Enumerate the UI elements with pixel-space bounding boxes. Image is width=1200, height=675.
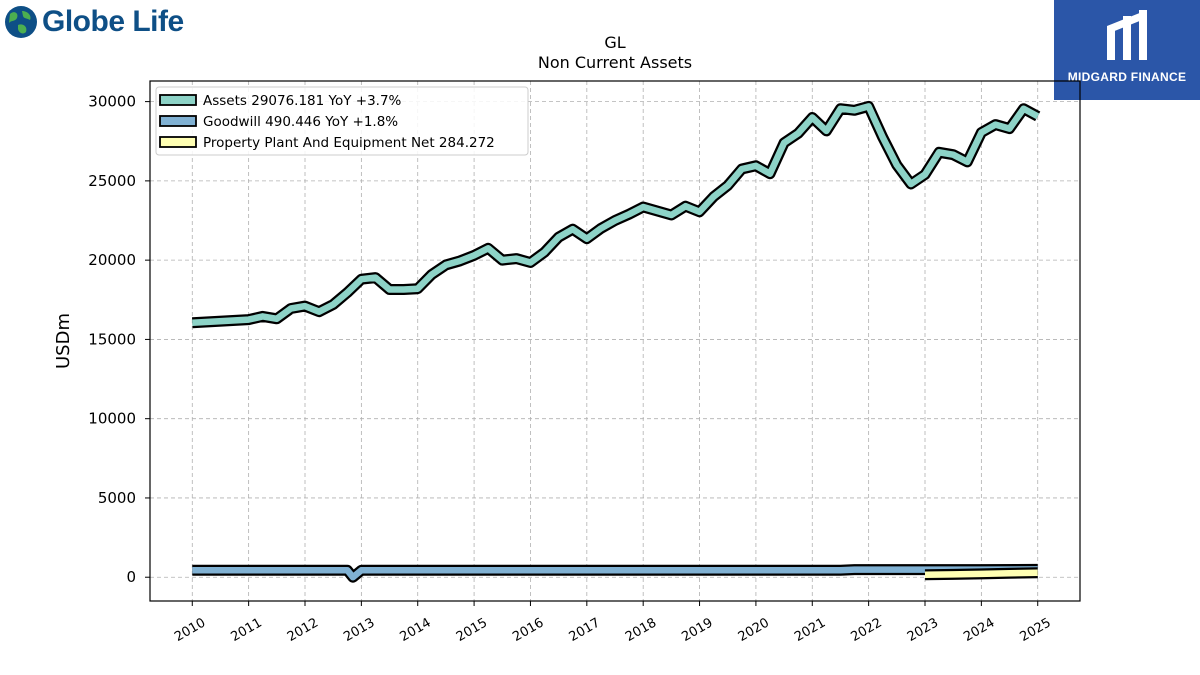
y-axis: 0 5000 10000 15000 20000 25000 30000 <box>88 93 150 586</box>
midgard-finance-wordmark: MIDGARD FINANCE <box>1067 70 1187 84</box>
y-axis-label: USDm <box>53 313 74 369</box>
globe-life-wordmark: Globe Life <box>42 5 184 38</box>
series-layer <box>191 100 1041 583</box>
midgard-emblem-icon <box>1107 10 1147 60</box>
x-tick-label: 2017 <box>567 615 603 645</box>
y-tick-label: 15000 <box>88 330 136 348</box>
x-tick-label: 2022 <box>848 615 884 645</box>
legend: Assets 29076.181 YoY +3.7% Goodwill 490.4… <box>155 86 529 156</box>
y-tick-label: 20000 <box>88 251 136 269</box>
x-tick-label: 2024 <box>961 615 997 645</box>
series-line-3 <box>924 569 1038 579</box>
x-tick-label: 2012 <box>285 615 321 645</box>
legend-swatch-3 <box>159 136 197 148</box>
y-tick-label: 30000 <box>88 93 136 111</box>
x-tick-label: 2013 <box>341 615 377 645</box>
y-tick-label: 10000 <box>88 410 136 428</box>
plot-frame <box>149 80 1081 602</box>
legend-label-1: Assets 29076.181 YoY +3.7% <box>203 93 402 109</box>
x-tick-label: 2023 <box>905 615 941 645</box>
y-tick-label: 0 <box>126 568 136 586</box>
x-tick-label: 2021 <box>792 615 828 645</box>
legend-swatch-2 <box>159 115 197 127</box>
globe-life-logo: Globe Life <box>4 4 184 40</box>
x-tick-label: 2011 <box>228 615 264 645</box>
midgard-finance-logo: MIDGARD FINANCE <box>1054 0 1200 100</box>
x-tick-label: 2016 <box>510 615 546 645</box>
legend-box <box>155 86 529 156</box>
x-tick-label: 2020 <box>736 615 772 645</box>
legend-swatch-1 <box>159 94 197 106</box>
globe-icon <box>5 6 37 38</box>
x-tick-label: 2015 <box>454 615 490 645</box>
x-axis: 2010 2011 2012 2013 2014 2015 2016 2017 2018 2019… <box>172 601 1054 645</box>
series-line-2 <box>192 566 1038 581</box>
y-tick-label: 25000 <box>88 172 136 190</box>
x-tick-label: 2018 <box>623 615 659 645</box>
series-line-1 <box>192 103 1040 327</box>
x-tick-label: 2025 <box>1018 615 1054 645</box>
legend-label-3: Property Plant And Equipment Net 284.272 <box>203 135 495 151</box>
chart-title: GL <box>604 33 625 52</box>
chart-subtitle: Non Current Assets <box>538 53 692 72</box>
legend-label-2: Goodwill 490.446 YoY +1.8% <box>203 114 398 130</box>
x-tick-label: 2014 <box>398 615 434 645</box>
x-tick-label: 2010 <box>172 615 208 645</box>
y-tick-label: 5000 <box>98 489 136 507</box>
x-tick-label: 2019 <box>679 615 715 645</box>
